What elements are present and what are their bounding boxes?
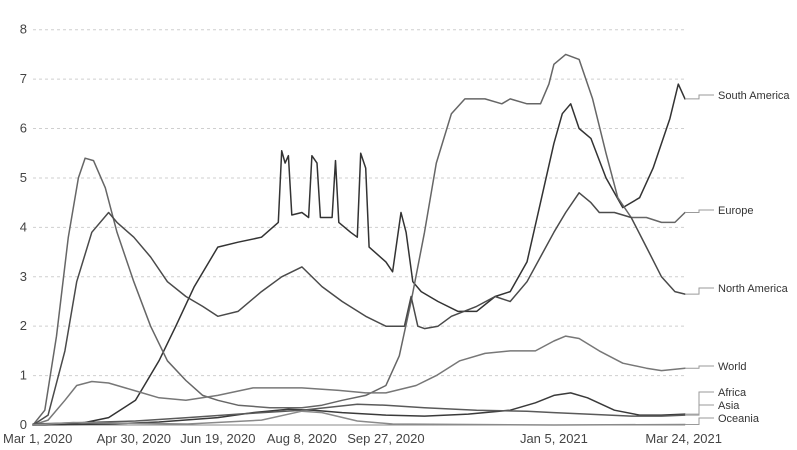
series-line-africa bbox=[32, 392, 686, 426]
y-axis: 0 1 2 3 4 5 6 7 8 bbox=[20, 22, 27, 432]
leader-line-asia bbox=[685, 404, 714, 416]
y-tick-label-4: 4 bbox=[20, 219, 27, 234]
leader-line-europe bbox=[685, 209, 714, 213]
leader-line-oceania bbox=[685, 417, 714, 425]
y-tick-label-0: 0 bbox=[20, 417, 27, 432]
x-tick-label-jan-5-2021: Jan 5, 2021 bbox=[520, 431, 588, 446]
y-tick-label-1: 1 bbox=[20, 368, 27, 383]
series-line-asia bbox=[32, 403, 686, 425]
y-tick-label-8: 8 bbox=[20, 22, 27, 37]
y-tick-label-3: 3 bbox=[20, 269, 27, 284]
y-tick-label-5: 5 bbox=[20, 170, 27, 185]
leader-line-africa bbox=[685, 391, 714, 415]
x-tick-label-jun-19-2020: Jun 19, 2020 bbox=[180, 431, 255, 446]
series-label-world: World bbox=[718, 361, 747, 373]
series-line-world bbox=[32, 335, 686, 426]
y-tick-label-6: 6 bbox=[20, 121, 27, 136]
x-tick-label-mar-24-2021: Mar 24, 2021 bbox=[645, 431, 722, 446]
x-axis: Mar 1, 2020 Apr 30, 2020 Jun 19, 2020 Aug 8… bbox=[3, 431, 722, 446]
x-tick-label-sep-27-2020: Sep 27, 2020 bbox=[347, 431, 424, 446]
x-tick-label-apr-30-2020: Apr 30, 2020 bbox=[97, 431, 171, 446]
leader-line-world bbox=[685, 365, 714, 369]
x-tick-label-mar-1-2020: Mar 1, 2020 bbox=[3, 431, 72, 446]
series-label-europe: Europe bbox=[718, 205, 753, 217]
series-label-north-america: North America bbox=[718, 283, 789, 295]
series-label-asia: Asia bbox=[718, 400, 740, 412]
series-line-south-america bbox=[32, 83, 686, 426]
y-tick-label-2: 2 bbox=[20, 318, 27, 333]
leader-line-north-america bbox=[685, 287, 714, 295]
series-label-south-america: South America bbox=[718, 90, 790, 102]
series-label-oceania: Oceania bbox=[718, 413, 760, 425]
x-tick-label-aug-8-2020: Aug 8, 2020 bbox=[267, 431, 337, 446]
series-line-europe bbox=[32, 53, 686, 426]
series-line-oceania bbox=[32, 410, 686, 426]
y-tick-label-7: 7 bbox=[20, 71, 27, 86]
grid bbox=[33, 29, 685, 426]
series-label-africa: Africa bbox=[718, 387, 747, 399]
series-line-north-america bbox=[32, 192, 686, 426]
series-lines bbox=[32, 53, 686, 426]
series-labels: South America Europe North America World Afr… bbox=[685, 90, 790, 425]
leader-line-south-america bbox=[685, 94, 714, 100]
